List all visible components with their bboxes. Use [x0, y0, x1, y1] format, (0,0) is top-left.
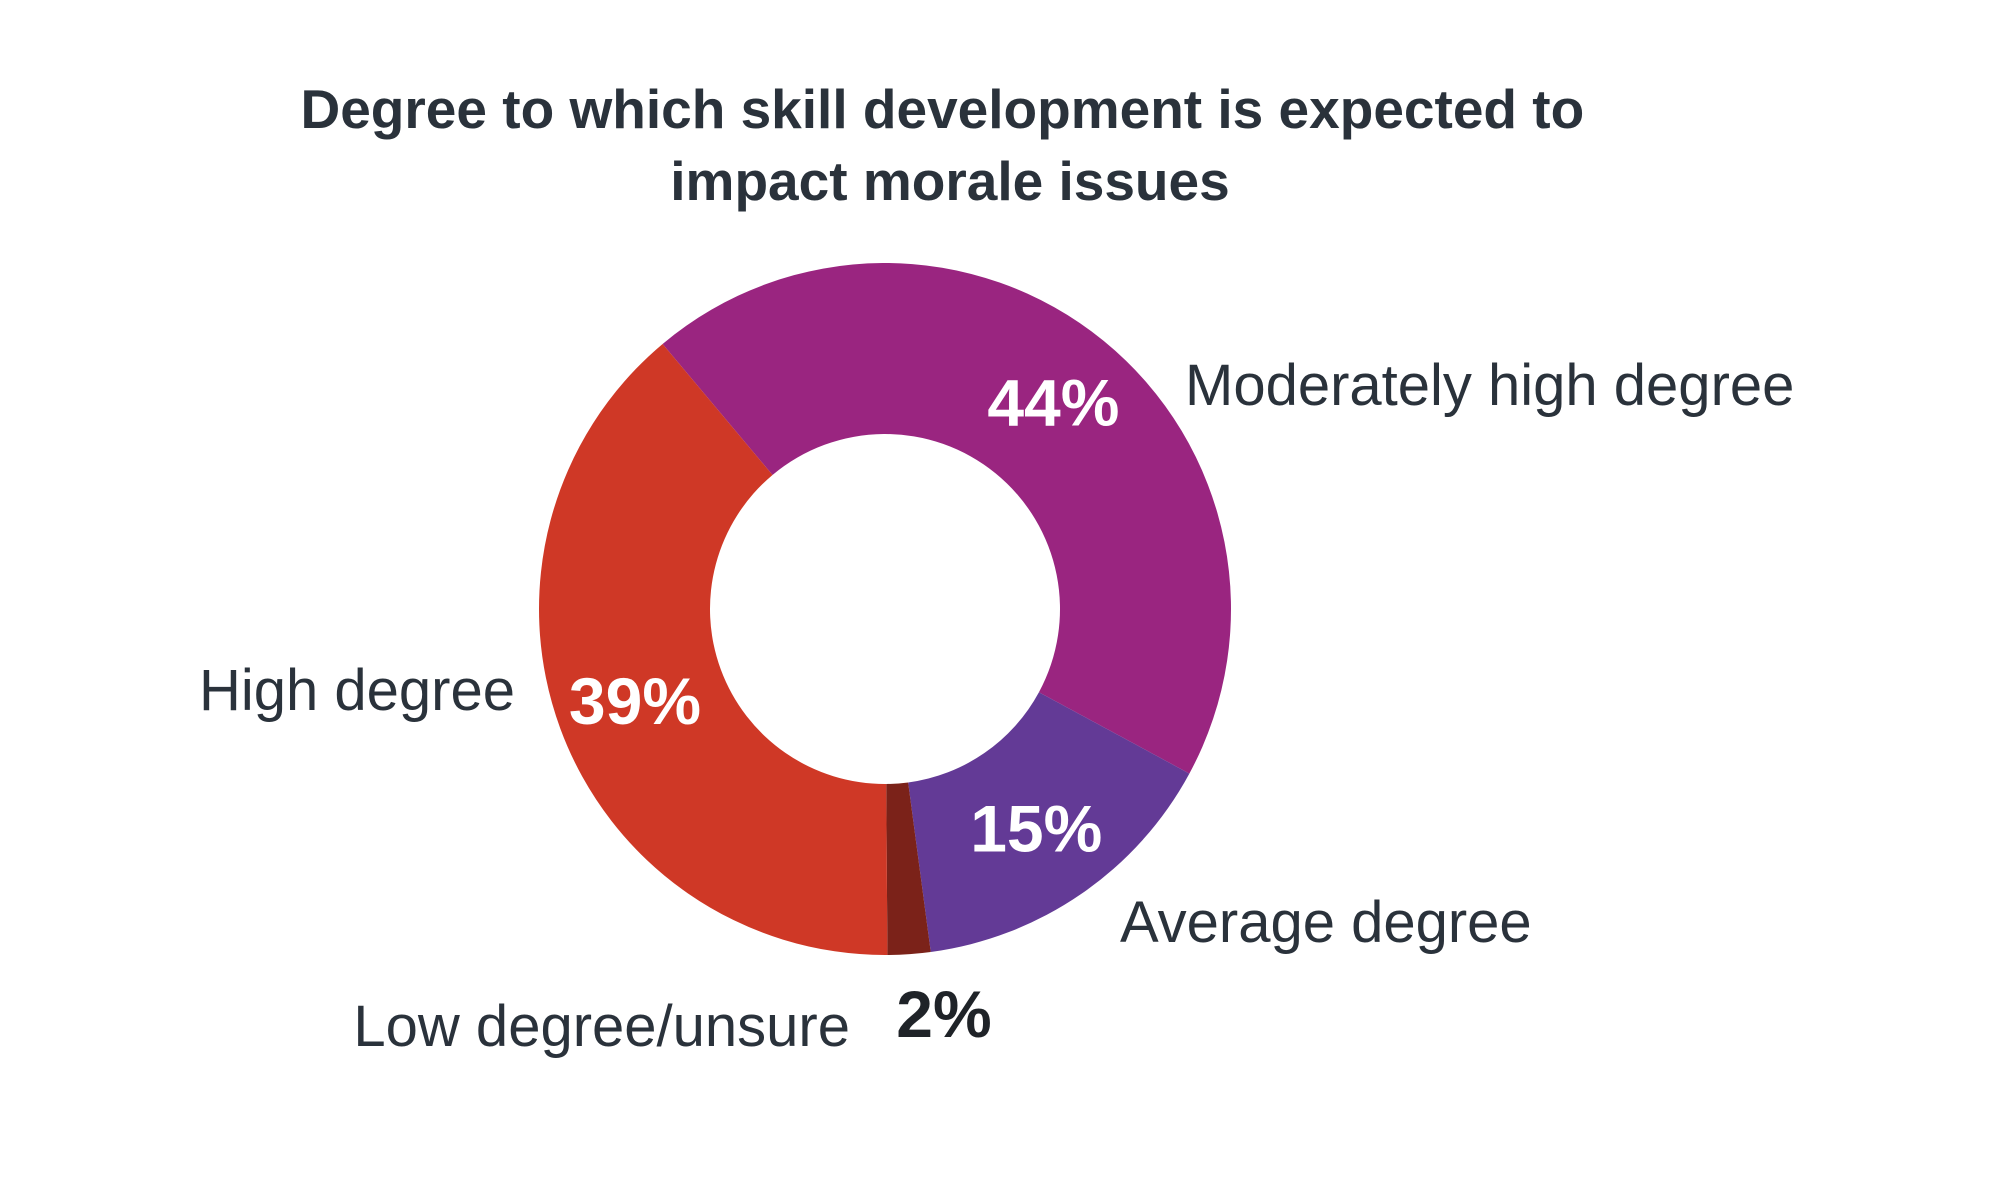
- chart-title-line-1: Degree to which skill development is exp…: [301, 78, 1585, 140]
- category-label-moderately-high-degree: Moderately high degree: [1185, 353, 1794, 418]
- chart-title: Degree to which skill development is exp…: [301, 78, 1600, 212]
- value-label-average-degree: 15%: [970, 791, 1102, 865]
- slice-high-degree: [538, 343, 888, 955]
- slice-average-degree: [908, 692, 1190, 952]
- donut-slices: [538, 263, 1231, 955]
- category-label-high-degree: High degree: [199, 658, 515, 723]
- slice-moderately-high-degree: [662, 263, 1231, 774]
- value-label-high-degree: 39%: [569, 664, 701, 738]
- category-label-average-degree: Average degree: [1120, 890, 1532, 955]
- value-label-low-degree-unsure: 2%: [896, 977, 991, 1051]
- value-label-moderately-high-degree: 44%: [987, 366, 1119, 440]
- slice-low-degree-unsure: [886, 782, 931, 955]
- chart-title-line-2: impact morale issues: [670, 150, 1229, 212]
- donut-labels: 44% Moderately high degree 15% Average degr…: [199, 353, 1794, 1059]
- category-label-low-degree-unsure: Low degree/unsure: [353, 994, 850, 1059]
